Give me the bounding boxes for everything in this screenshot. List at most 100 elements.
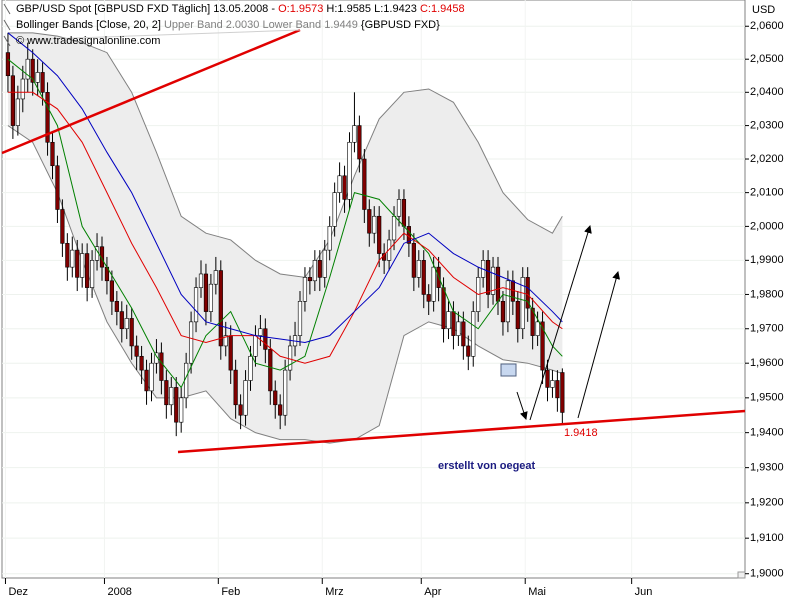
header-icon — [3, 3, 11, 47]
candle-body — [401, 199, 407, 227]
y-tick-label: 2,0200 — [750, 153, 784, 165]
arrow — [577, 271, 621, 419]
candle-body — [15, 98, 20, 126]
candle-body — [441, 287, 446, 330]
candle-body — [164, 380, 169, 406]
candle-body — [40, 72, 45, 93]
candle-body — [75, 249, 80, 278]
arrow — [529, 225, 592, 421]
y-tick-label: 1,9300 — [750, 462, 784, 474]
candle-body — [421, 260, 426, 295]
candle-body — [70, 249, 75, 268]
candle-body — [525, 277, 530, 309]
candle-body — [362, 158, 367, 210]
candle-body — [530, 307, 535, 336]
y-tick-label: 2,0500 — [750, 53, 784, 65]
trend-line — [177, 409, 746, 454]
candle-body — [505, 280, 510, 323]
candle-body — [426, 294, 431, 302]
candle-body — [367, 209, 372, 234]
y-tick-label: 1,9100 — [750, 532, 784, 544]
candle-body — [139, 355, 144, 371]
candle-body — [283, 369, 288, 416]
y-tick-label: 1,9600 — [750, 357, 784, 369]
moving-average — [7, 32, 563, 344]
candle-body — [134, 345, 139, 357]
y-tick-label: 1,9200 — [750, 497, 784, 509]
candle-body — [490, 266, 496, 295]
candle-body — [297, 300, 303, 336]
candle-body — [287, 345, 293, 371]
header-close: C:1.9458 — [420, 3, 465, 15]
candle-body — [223, 335, 228, 347]
candle-body — [456, 321, 461, 336]
y-tick-label: 2,0300 — [750, 119, 784, 131]
candle-body — [431, 266, 436, 302]
candle-body — [124, 318, 129, 330]
candle-body — [273, 390, 278, 406]
candle-body — [471, 311, 476, 357]
candle-body — [119, 311, 124, 330]
candle-body — [248, 355, 253, 381]
candle-body — [208, 283, 213, 312]
candle-body — [228, 335, 233, 371]
moving-average — [7, 58, 563, 389]
candle-body — [377, 215, 382, 254]
candle-body — [203, 273, 209, 312]
candle-body — [322, 249, 327, 278]
candle-body — [560, 372, 565, 413]
candle-body — [85, 253, 90, 288]
marker-box — [500, 363, 517, 377]
y-unit: USD — [752, 4, 775, 16]
candle-body — [253, 335, 258, 357]
candle-body — [485, 260, 491, 295]
candle-body — [317, 260, 322, 278]
candle-body — [109, 280, 114, 302]
candle-body — [545, 369, 550, 388]
candle-body — [80, 253, 85, 278]
candle-body — [89, 260, 95, 288]
y-tick-label: 1,9500 — [750, 392, 784, 404]
x-tick-label: Mai — [528, 586, 546, 598]
y-tick-label: 1,9800 — [750, 288, 784, 300]
candle-body — [337, 175, 342, 193]
candle-body — [332, 192, 337, 227]
y-tick-label: 1,9400 — [750, 427, 784, 439]
y-tick-label: 2,0600 — [750, 20, 784, 32]
header-line: GBP/USD Spot [GBPUSD FXD Täglich] 13.05.… — [16, 3, 465, 15]
candle-body — [540, 321, 545, 371]
header-text: H:1.9585 L:1.9423 — [323, 3, 420, 15]
candle-body — [466, 345, 471, 357]
arrow — [516, 391, 528, 420]
y-tick-label: 1,9700 — [750, 323, 784, 335]
candle-body — [198, 273, 204, 288]
candle-body — [243, 380, 248, 416]
x-tick-label: Dez — [8, 586, 28, 598]
candle-body — [263, 328, 268, 350]
candle-body — [25, 58, 30, 80]
candle-body — [312, 260, 317, 282]
candle-body — [451, 311, 456, 336]
candle-body — [258, 328, 263, 336]
header-text: GBP/USD Spot [GBPUSD FXD Täglich] 13.05.… — [16, 3, 278, 15]
candle-body — [520, 277, 525, 330]
candle-body — [446, 311, 451, 330]
candle-body — [144, 369, 149, 392]
header-line: Bollinger Bands [Close, 20, 2] Upper Ban… — [16, 19, 440, 31]
candle-body — [555, 380, 560, 399]
candle-body — [10, 75, 15, 126]
candle-body — [233, 369, 238, 406]
author-note: erstellt von oegeat — [438, 460, 536, 472]
y-tick-label: 1,9900 — [750, 254, 784, 266]
scroll-box — [737, 571, 746, 579]
candle-body — [55, 165, 60, 210]
candle-body — [515, 300, 520, 330]
candle-body — [535, 321, 540, 336]
candle-body — [307, 277, 312, 282]
candle-body — [35, 72, 40, 83]
candle-body — [495, 266, 501, 302]
candle-body — [174, 387, 179, 423]
trend-line — [19, 29, 301, 41]
